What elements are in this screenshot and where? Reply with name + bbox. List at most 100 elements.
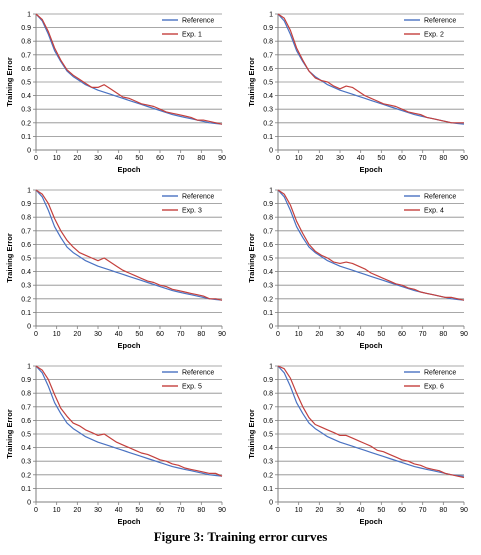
- y-tick-label: 0.3: [21, 107, 31, 114]
- chart-panel-5: 00.10.20.30.40.50.60.70.80.910 10 20 30 40 50…: [5, 364, 226, 527]
- x-tick-label: 70: [177, 507, 185, 514]
- y-axis-title: Training Error: [247, 57, 256, 107]
- x-tick-label: 60: [398, 155, 406, 162]
- y-tick-label: 0.9: [21, 201, 31, 208]
- x-tick-label: 40: [357, 507, 365, 514]
- y-tick-label: 0.6: [21, 418, 31, 425]
- x-tick-label: 80: [197, 155, 205, 162]
- x-tick-label: 10: [295, 507, 303, 514]
- y-tick-label: 0.9: [263, 201, 273, 208]
- y-tick-label: 1: [269, 12, 273, 19]
- legend-label: Reference: [182, 370, 214, 377]
- x-tick-label: 90: [218, 507, 226, 514]
- x-tick-label: 40: [115, 155, 123, 162]
- y-tick-label: 0.4: [21, 269, 31, 276]
- y-tick-label: 0.8: [21, 39, 31, 46]
- x-tick-label: 50: [135, 331, 143, 338]
- y-axis-title: Training Error: [5, 233, 14, 283]
- x-tick-label: 40: [357, 155, 365, 162]
- y-axis-title: Training Error: [5, 409, 14, 459]
- x-axis-title: Epoch: [118, 165, 141, 174]
- y-tick-label: 0.9: [21, 25, 31, 32]
- y-tick-label: 0.2: [263, 472, 273, 479]
- y-tick-label: 0.8: [21, 215, 31, 222]
- x-tick-label: 0: [276, 155, 280, 162]
- x-tick-label: 30: [94, 507, 102, 514]
- y-tick-label: 0.2: [21, 296, 31, 303]
- y-tick-label: 0.7: [21, 228, 31, 235]
- x-tick-label: 90: [218, 155, 226, 162]
- y-tick-label: 0.2: [21, 120, 31, 127]
- x-tick-label: 20: [73, 507, 81, 514]
- x-tick-label: 10: [53, 155, 61, 162]
- y-tick-label: 0.8: [263, 391, 273, 398]
- y-tick-label: 1: [27, 364, 31, 371]
- x-tick-label: 80: [197, 507, 205, 514]
- y-tick-label: 0.1: [21, 134, 31, 141]
- x-tick-label: 0: [34, 331, 38, 338]
- y-tick-label: 0: [269, 500, 273, 507]
- y-tick-label: 0.2: [263, 120, 273, 127]
- x-tick-label: 20: [73, 331, 81, 338]
- y-tick-label: 0.9: [263, 377, 273, 384]
- chart-panel-1: 00.10.20.30.40.50.60.70.80.910 10 20 30 40 50…: [5, 12, 226, 175]
- y-tick-label: 0: [27, 148, 31, 155]
- y-tick-label: 0.1: [21, 486, 31, 493]
- y-tick-label: 0.6: [263, 418, 273, 425]
- reference-series-line: [35, 365, 223, 477]
- x-tick-label: 30: [94, 155, 102, 162]
- x-tick-label: 80: [439, 507, 447, 514]
- experiment-series-line: [35, 13, 223, 125]
- y-tick-label: 0.7: [21, 52, 31, 59]
- y-tick-label: 0.4: [21, 93, 31, 100]
- legend-label: Exp. 3: [182, 208, 202, 215]
- y-tick-label: 0.3: [21, 459, 31, 466]
- x-tick-label: 60: [156, 331, 164, 338]
- x-tick-label: 0: [34, 507, 38, 514]
- y-tick-label: 1: [27, 188, 31, 195]
- x-axis-title: Epoch: [360, 165, 383, 174]
- x-tick-label: 0: [276, 507, 280, 514]
- y-tick-label: 0.9: [21, 377, 31, 384]
- y-tick-label: 0.5: [263, 80, 273, 87]
- y-tick-label: 0.3: [263, 283, 273, 290]
- x-tick-label: 60: [156, 507, 164, 514]
- y-tick-label: 0.6: [263, 66, 273, 73]
- x-tick-label: 90: [460, 331, 468, 338]
- y-tick-label: 0.7: [21, 404, 31, 411]
- y-tick-label: 0.8: [21, 391, 31, 398]
- experiment-series-line: [277, 365, 465, 479]
- x-tick-label: 20: [315, 331, 323, 338]
- x-tick-label: 50: [377, 331, 385, 338]
- y-tick-label: 0.2: [21, 472, 31, 479]
- x-tick-label: 30: [336, 331, 344, 338]
- x-tick-label: 40: [115, 331, 123, 338]
- y-tick-label: 0.5: [21, 432, 31, 439]
- y-tick-label: 0.3: [263, 107, 273, 114]
- x-tick-label: 80: [439, 331, 447, 338]
- legend-label: Exp. 6: [424, 384, 444, 391]
- x-tick-label: 10: [295, 331, 303, 338]
- legend-label: Exp. 2: [424, 32, 444, 39]
- chart-panel-4: 00.10.20.30.40.50.60.70.80.910 10 20 30 40 50…: [247, 188, 468, 351]
- figure-caption: Figure 3: Training error curves: [153, 529, 328, 544]
- x-axis-title: Epoch: [360, 341, 383, 350]
- y-tick-label: 0.7: [263, 404, 273, 411]
- y-tick-label: 1: [269, 188, 273, 195]
- y-axis-title: Training Error: [247, 409, 256, 459]
- experiment-series-line: [277, 13, 464, 124]
- y-tick-label: 0.4: [263, 93, 273, 100]
- y-tick-label: 0: [27, 500, 31, 507]
- y-tick-label: 0.3: [21, 283, 31, 290]
- y-tick-label: 0.9: [263, 25, 273, 32]
- legend-label: Reference: [424, 194, 456, 201]
- y-tick-label: 0.1: [263, 310, 273, 317]
- x-tick-label: 50: [377, 155, 385, 162]
- y-axis-title: Training Error: [5, 57, 14, 107]
- x-tick-label: 70: [419, 155, 427, 162]
- legend-label: Reference: [182, 194, 214, 201]
- x-tick-label: 90: [460, 155, 468, 162]
- x-tick-label: 20: [315, 155, 323, 162]
- x-tick-label: 10: [53, 507, 61, 514]
- experiment-series-line: [35, 189, 223, 301]
